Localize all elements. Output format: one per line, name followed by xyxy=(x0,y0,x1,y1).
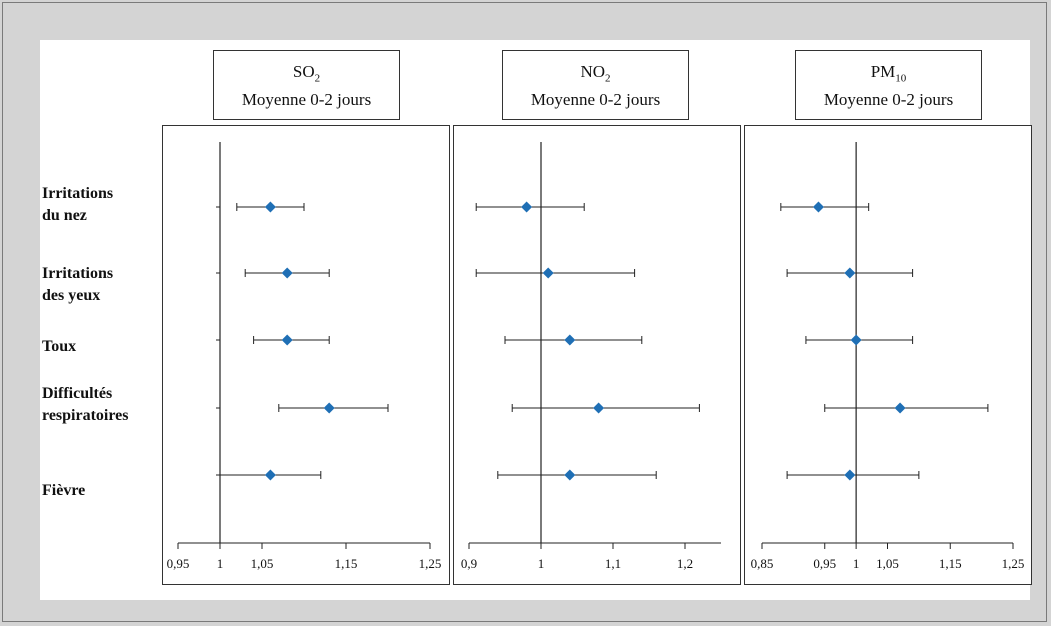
title-subtitle: Moyenne 0-2 jours xyxy=(241,90,372,110)
row-label-irritations-nez: Irritations du nez xyxy=(42,185,114,224)
x-tick-label: 1,15 xyxy=(939,556,962,571)
panel-frame-no2 xyxy=(453,125,741,585)
title-main: PM xyxy=(870,62,896,81)
point-estimate-marker xyxy=(844,469,856,481)
title-main: NO xyxy=(580,62,606,81)
x-tick-label: 1 xyxy=(853,556,860,571)
title-subtitle: Moyenne 0-2 jours xyxy=(530,90,661,110)
point-estimate-marker xyxy=(844,267,856,279)
x-tick-label: 0,85 xyxy=(751,556,774,571)
x-tick-label: 1,05 xyxy=(876,556,899,571)
point-estimate-marker xyxy=(564,469,576,481)
panel-title-pm10: PM10 Moyenne 0-2 jours xyxy=(795,50,982,120)
point-estimate-marker xyxy=(593,402,605,414)
point-estimate-marker xyxy=(281,334,293,346)
row-label-fievre: Fièvre xyxy=(42,482,86,499)
title-subscript: 10 xyxy=(895,72,907,85)
point-estimate-marker xyxy=(564,334,576,346)
x-tick-label: 1,1 xyxy=(605,556,621,571)
row-label-difficultes: Difficultés respiratoires xyxy=(42,385,129,424)
title-subscript: 2 xyxy=(605,72,611,85)
x-tick-label: 1,15 xyxy=(335,556,358,571)
x-tick-label: 1,05 xyxy=(251,556,274,571)
point-estimate-marker xyxy=(281,267,293,279)
x-tick-label: 1 xyxy=(538,556,545,571)
point-estimate-marker xyxy=(264,469,276,481)
point-estimate-marker xyxy=(521,201,533,213)
panel-title-no2: NO2 Moyenne 0-2 jours xyxy=(502,50,689,120)
x-tick-label: 0,95 xyxy=(813,556,836,571)
x-tick-label: 0,9 xyxy=(461,556,477,571)
x-tick-label: 1,25 xyxy=(1002,556,1025,571)
panel-title-so2: SO2 Moyenne 0-2 jours xyxy=(213,50,400,120)
point-estimate-marker xyxy=(264,201,276,213)
panel-frame-so2 xyxy=(162,125,450,585)
title-subtitle: Moyenne 0-2 jours xyxy=(823,90,954,110)
panel-frame-pm10 xyxy=(744,125,1032,585)
x-tick-label: 1,2 xyxy=(677,556,693,571)
row-label-toux: Toux xyxy=(42,338,77,355)
point-estimate-marker xyxy=(323,402,335,414)
title-main: SO xyxy=(292,62,315,81)
x-tick-label: 1 xyxy=(217,556,224,571)
point-estimate-marker xyxy=(850,334,862,346)
point-estimate-marker xyxy=(542,267,554,279)
point-estimate-marker xyxy=(894,402,906,414)
x-tick-label: 1,25 xyxy=(419,556,442,571)
row-label-irritations-yeux: Irritations des yeux xyxy=(42,265,114,304)
point-estimate-marker xyxy=(812,201,824,213)
title-subscript: 2 xyxy=(314,72,321,85)
x-tick-label: 0,95 xyxy=(167,556,190,571)
